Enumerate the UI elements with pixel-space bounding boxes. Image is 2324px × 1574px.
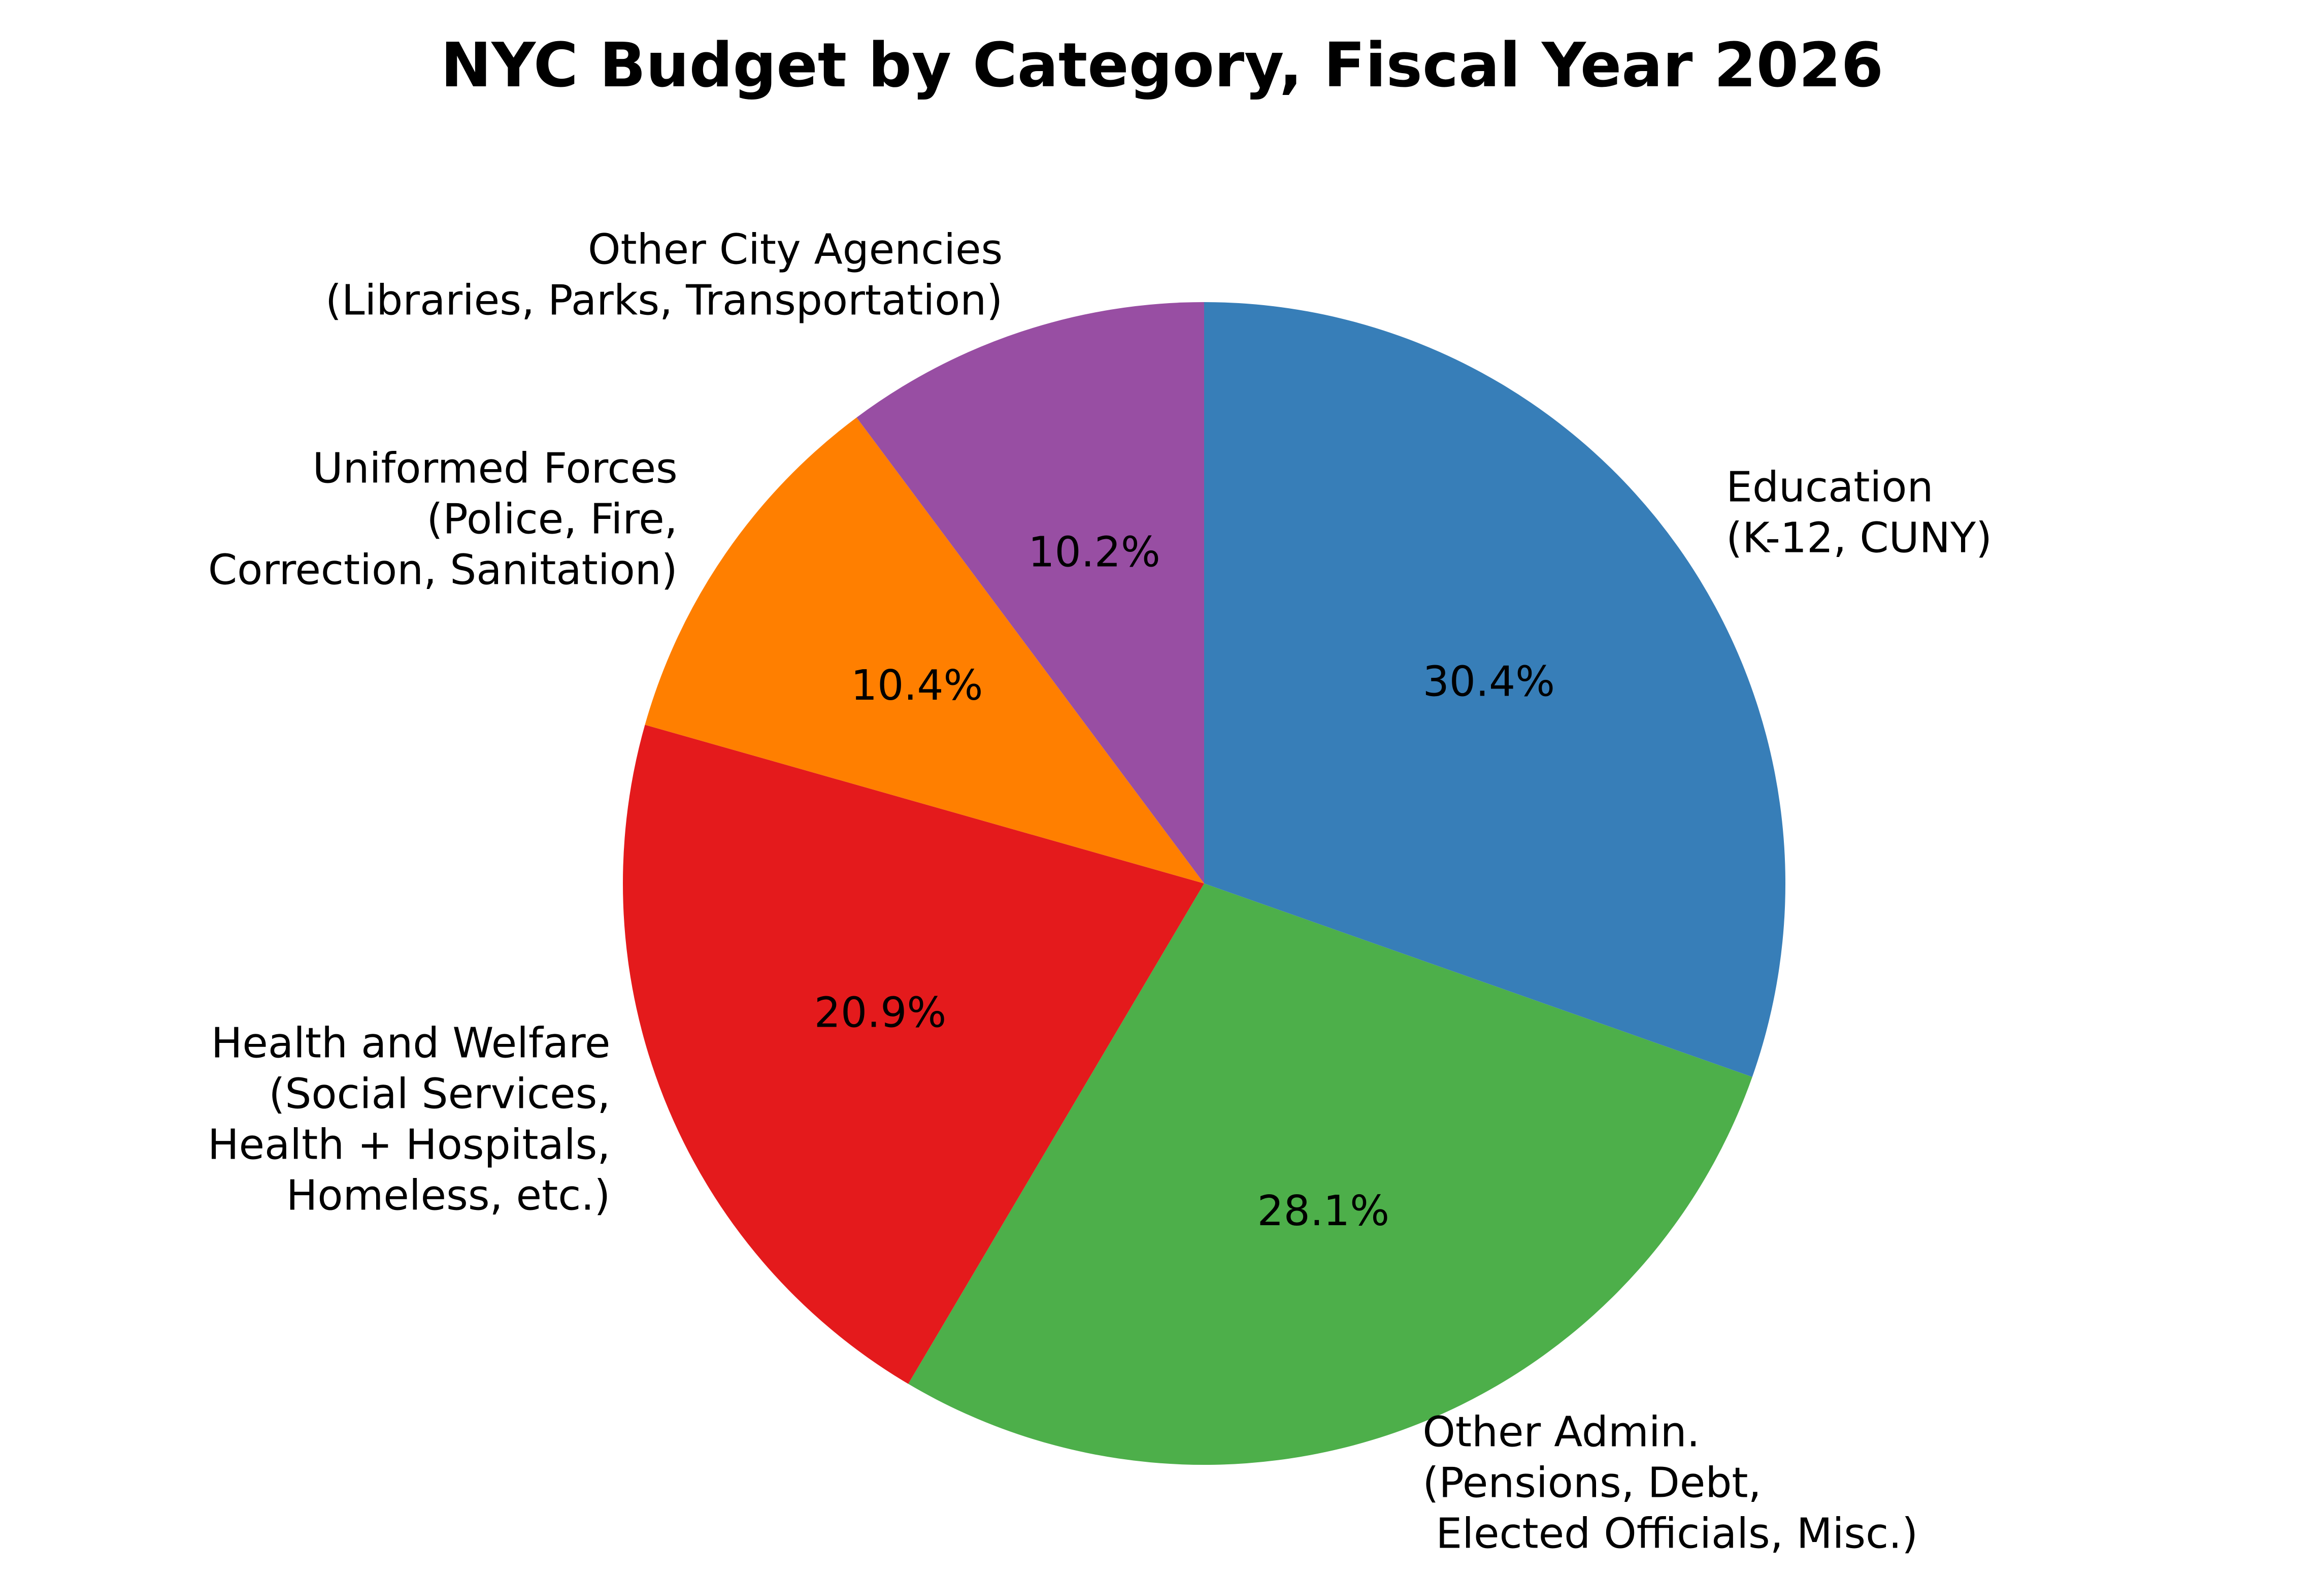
slice-label-line: (Pensions, Debt, bbox=[1422, 1459, 1761, 1507]
slice-label-line: (Police, Fire, bbox=[426, 496, 677, 544]
slice-label-line: Other Admin. bbox=[1422, 1408, 1700, 1457]
slice-labels: Education (K-12, CUNY) Other Admin. (Pensio… bbox=[208, 226, 1992, 1558]
pie-slice bbox=[1204, 302, 1786, 1077]
slice-label: Uniformed Forces (Police, Fire, Correction… bbox=[208, 445, 678, 595]
slice-label: Other City Agencies (Libraries, Parks, Tr… bbox=[325, 226, 1003, 325]
percentage-label: 10.2% bbox=[1028, 528, 1160, 576]
slice-label: Education (K-12, CUNY) bbox=[1726, 464, 1992, 563]
percentage-label: 30.4% bbox=[1423, 658, 1555, 706]
slice-label-line: (Libraries, Parks, Transportation) bbox=[325, 277, 1003, 325]
slice-label-line: Correction, Sanitation) bbox=[208, 546, 678, 595]
chart-title: NYC Budget by Category, Fiscal Year 2026 bbox=[441, 30, 1883, 101]
slice-label-line: Health and Welfare bbox=[211, 1019, 611, 1067]
slice-label-line: Elected Officials, Misc.) bbox=[1422, 1510, 1918, 1558]
percentage-labels: 30.4% 28.1% 20.9% 10.4% 10.2% bbox=[814, 528, 1555, 1235]
percentage-label: 28.1% bbox=[1257, 1187, 1389, 1235]
slice-label: Other Admin. (Pensions, Debt, Elected Off… bbox=[1422, 1408, 1918, 1558]
slice-label-line: Education bbox=[1726, 464, 1933, 512]
slice-label-line: Homeless, etc.) bbox=[286, 1171, 611, 1220]
pie-slice bbox=[908, 883, 1752, 1465]
slice-label-line: (Social Services, bbox=[269, 1070, 610, 1118]
slice-label: Health and Welfare (Social Services, Healt… bbox=[208, 1019, 610, 1220]
percentage-label: 20.9% bbox=[814, 989, 947, 1037]
slice-label-line: Health + Hospitals, bbox=[208, 1121, 610, 1169]
slice-label-line: (K-12, CUNY) bbox=[1726, 514, 1992, 563]
slice-label-line: Other City Agencies bbox=[588, 226, 1003, 274]
pie-slice bbox=[856, 302, 1204, 883]
pie-slices bbox=[622, 302, 1786, 1465]
pie-slice bbox=[645, 417, 1204, 883]
slice-label-line: Uniformed Forces bbox=[313, 445, 678, 493]
pie-slice bbox=[622, 725, 1204, 1384]
percentage-label: 10.4% bbox=[851, 662, 983, 710]
